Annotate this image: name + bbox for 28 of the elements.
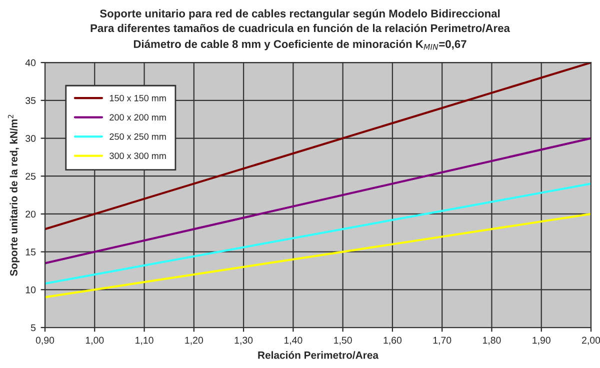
legend-label: 200 x 200 mm: [110, 114, 166, 121]
legend-label: 300 x 300 mm: [110, 152, 166, 160]
x-tick-label: 2,00: [582, 336, 600, 345]
x-tick-label: 1,10: [136, 336, 154, 345]
x-tick-label: 1,90: [532, 336, 550, 345]
legend-label: 150 x 150 mm: [110, 94, 166, 102]
y-tick-label: 5: [30, 324, 36, 332]
x-tick-label: 1,70: [433, 336, 452, 345]
chart-title: Soporte unitario para red de cables rectangular según Modelo Bidireccional: [100, 9, 500, 20]
x-tick-label: 1,30: [234, 336, 253, 345]
x-tick-label: 1,40: [284, 336, 302, 345]
x-tick-label: 1,20: [185, 336, 203, 345]
x-tick-label: 1,50: [334, 336, 352, 345]
y-tick-label: 10: [26, 286, 36, 294]
y-tick-label: 15: [26, 248, 36, 256]
y-tick-label: 40: [25, 59, 36, 66]
y-tick-label: 25: [26, 172, 36, 180]
x-tick-label: 1,00: [86, 336, 104, 345]
x-tick-label: 1,60: [384, 336, 402, 345]
x-tick-label: 1,80: [483, 336, 501, 345]
x-axis-title: Relación Perimetro/Area: [258, 351, 379, 359]
legend-label: 250 x 250 mm: [110, 133, 166, 140]
chart-subtitle: Para diferentes tamaños de cuadricula en función de la relación Perimetro/Area Diámetro de cable 8 mm y Coeficiente de minoración K$_{MIN}$=0,67: [90, 24, 510, 50]
y-axis-title: Soporte unitario de la red, kN/m$^{2}$: [8, 114, 20, 276]
x-tick-label: 0,90: [36, 336, 54, 345]
y-tick-label: 30: [26, 134, 36, 142]
y-tick-label: 20: [26, 210, 36, 218]
y-tick-label: 35: [26, 97, 36, 104]
